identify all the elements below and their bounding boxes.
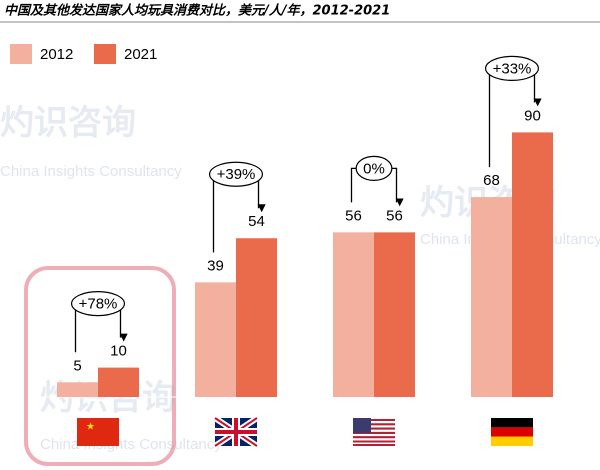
bar: [98, 367, 139, 397]
bar: [512, 132, 553, 397]
flag-china: ★: [77, 418, 119, 446]
annotation-label: 0%: [363, 160, 385, 177]
svg-text:★: ★: [86, 422, 95, 433]
annotation-oval: [71, 291, 125, 317]
annotation-connector: [488, 67, 496, 168]
bar: [471, 197, 512, 397]
chart-title: 中国及其他发达国家人均玩具消费对比，美元/人/年，2012-2021: [4, 3, 390, 19]
flag-us: [353, 418, 395, 447]
bar: [374, 232, 415, 397]
watermark-text: China Insights Consultancy: [0, 163, 182, 180]
annotation-connector: [350, 167, 358, 203]
value-label: 39: [207, 257, 224, 274]
annotation-label: +33%: [493, 60, 532, 77]
flag-germany: [491, 418, 533, 446]
annotation-oval: [485, 55, 539, 82]
annotation-label: +78%: [79, 296, 118, 313]
bar: [236, 238, 277, 397]
value-label: 56: [386, 207, 403, 224]
legend-label: 2012: [40, 46, 73, 63]
annotation-connector: [212, 173, 220, 253]
value-label: 54: [248, 213, 265, 230]
value-label: 56: [345, 207, 362, 224]
annotation-oval: [209, 161, 263, 187]
legend-label: 2021: [124, 46, 157, 63]
value-label: 5: [73, 357, 81, 374]
legend-swatch: [94, 44, 116, 64]
annotation-label: +39%: [217, 166, 256, 183]
highlight-box: [24, 266, 176, 466]
value-label: 68: [483, 172, 500, 189]
value-label: 10: [110, 343, 127, 360]
flag-uk: [213, 415, 259, 449]
annotation-arrow: [390, 167, 404, 207]
bar: [57, 382, 98, 397]
bar: [333, 232, 374, 397]
annotation-oval: [355, 155, 393, 181]
value-label: 90: [524, 107, 541, 124]
watermark-text: 灼识咨询: [0, 104, 136, 142]
bar: [195, 282, 236, 397]
watermark-text: China Insights Consultancy: [40, 436, 222, 453]
legend-swatch: [10, 44, 32, 64]
